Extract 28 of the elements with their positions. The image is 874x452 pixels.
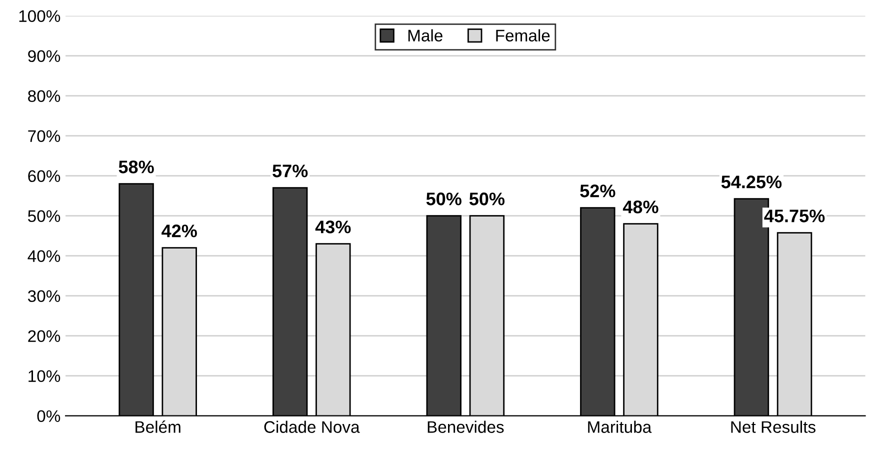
x-tick-label: Net Results	[731, 420, 816, 433]
y-tick-label: 80%	[28, 90, 60, 102]
y-tick-label: 30%	[28, 290, 60, 302]
y-tick-label: 40%	[28, 250, 60, 262]
y-tick-label: 60%	[28, 170, 60, 182]
data-label: 42%	[162, 224, 197, 238]
y-tick-label: 70%	[28, 130, 60, 142]
y-tick-label: 50%	[28, 210, 60, 222]
x-tick-label: Belém	[136, 420, 180, 433]
data-label: 43%	[315, 220, 351, 234]
data-label: 58%	[118, 160, 154, 174]
y-tick-label: 10%	[28, 370, 60, 382]
data-label: 45.75%	[764, 210, 825, 222]
data-label: 52%	[580, 184, 616, 198]
data-label: 57%	[272, 164, 308, 178]
data-label: 48%	[622, 200, 658, 214]
x-tick-label: Benevides	[428, 420, 504, 433]
legend-label: Female	[496, 29, 550, 42]
y-tick-label: 20%	[28, 330, 60, 342]
data-label: 50%	[469, 192, 505, 206]
x-tick-label: Marituba	[588, 420, 652, 433]
data-label: 54.25%	[721, 176, 782, 188]
y-tick-label: 90%	[28, 50, 60, 62]
y-tick-label: 100%	[19, 10, 60, 22]
y-tick-label: 0%	[37, 410, 60, 422]
legend-label: Male	[408, 29, 442, 42]
data-label: 50%	[426, 192, 462, 206]
x-tick-label: Cidade Nova	[264, 420, 360, 433]
